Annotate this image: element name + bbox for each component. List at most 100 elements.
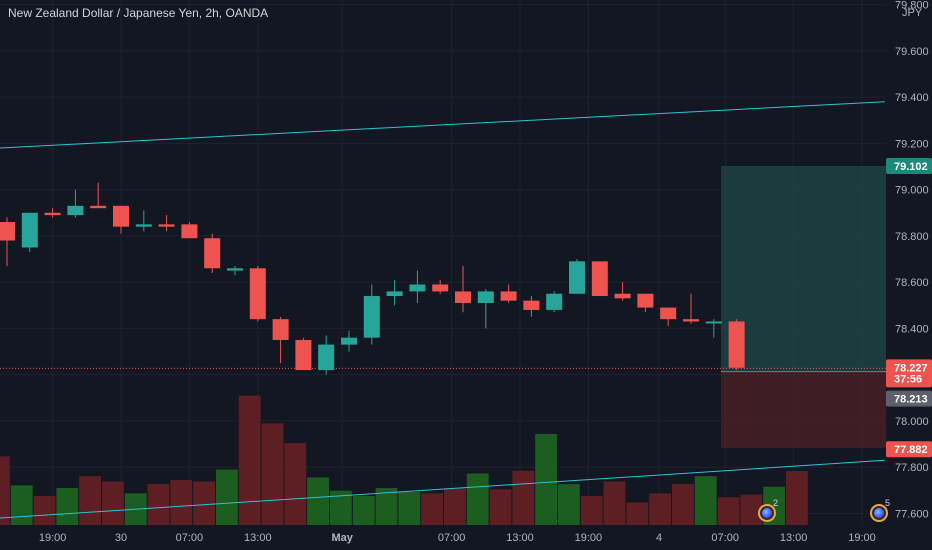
- candle-body: [386, 291, 403, 297]
- trendline-2[interactable]: [0, 459, 885, 519]
- time-tick-label: 13:00: [780, 532, 808, 544]
- candle-body: [318, 344, 335, 371]
- candle: [523, 296, 540, 317]
- candle: [683, 293, 699, 324]
- candle: [386, 279, 403, 306]
- volume-bar: [626, 502, 649, 525]
- price-tick-label: 79.800: [895, 0, 929, 12]
- last-price-label-text: 78.227: [894, 362, 928, 374]
- candlesticks: [0, 182, 745, 375]
- price-tick-label: 79.200: [895, 138, 929, 150]
- volume-bar: [352, 495, 375, 525]
- volume-bar: [147, 484, 170, 525]
- volume-bar: [649, 493, 671, 525]
- globe-icon: [762, 508, 772, 518]
- position-zones[interactable]: [0, 166, 886, 449]
- candle: [204, 233, 221, 273]
- candle: [637, 293, 654, 313]
- candle: [341, 330, 357, 352]
- candle: [158, 215, 175, 232]
- candle: [113, 205, 129, 234]
- event-badge-2[interactable]: 5: [870, 498, 890, 522]
- price-tick-label: 79.400: [895, 92, 929, 104]
- candle: [249, 265, 266, 322]
- candle-body: [21, 212, 38, 248]
- candle: [21, 212, 38, 253]
- candle-body: [546, 293, 563, 310]
- stop-loss-price-label-text: 77.882: [894, 444, 928, 456]
- entry-price-label-bg: [886, 390, 932, 407]
- price-tick-label: 78.400: [895, 323, 929, 335]
- candle-body: [500, 291, 517, 301]
- candle-body: [409, 284, 426, 292]
- entry-price-label-text: 78.213: [894, 394, 928, 406]
- stop-zone[interactable]: [721, 371, 886, 449]
- volume-bar: [603, 481, 626, 525]
- time-axis[interactable]: 19:00 30 07:00 13:00 May 07:00 13:00 19:00 4 07:0…: [39, 532, 876, 544]
- stop-loss-price-label: 77.882: [886, 441, 932, 458]
- price-tick-label: 78.000: [895, 416, 929, 428]
- candle: [477, 289, 494, 329]
- time-tick-label: May: [331, 532, 353, 544]
- candle: [569, 259, 585, 294]
- candle-body: [158, 224, 175, 227]
- candle: [363, 284, 380, 345]
- candle: [432, 279, 449, 294]
- volume-bar: [580, 495, 603, 525]
- candle-body: [67, 205, 84, 216]
- candle: [272, 316, 289, 364]
- price-tick-label: 78.600: [895, 277, 929, 289]
- badge-count: 2: [773, 498, 779, 508]
- candle: [409, 270, 426, 303]
- currency-label: JPY: [902, 7, 923, 19]
- candle-body: [363, 296, 380, 338]
- volume-bar: [740, 494, 763, 525]
- volume-bar: [421, 493, 443, 525]
- stop-loss-price-label-bg: [886, 441, 932, 458]
- volume-bar: [56, 488, 79, 525]
- candle: [546, 291, 563, 313]
- candle: [318, 335, 335, 375]
- price-tick-label: 78.800: [895, 231, 929, 243]
- candle: [44, 208, 61, 218]
- trendlines[interactable]: [0, 101, 885, 519]
- take-profit-price-label: 79.102: [886, 158, 932, 175]
- candle: [181, 222, 198, 239]
- candle: [295, 337, 312, 371]
- volume-bar: [489, 489, 512, 525]
- candle-body: [272, 319, 289, 340]
- price-tick-label: 77.800: [895, 462, 929, 474]
- volume-bar: [79, 476, 101, 525]
- volume-bar: [466, 473, 489, 525]
- trendline-1[interactable]: [0, 101, 885, 149]
- time-tick-label: 30: [115, 532, 127, 544]
- candle: [0, 217, 15, 266]
- volume-bar: [10, 485, 33, 525]
- candle-body: [249, 268, 266, 320]
- time-tick-label: 19:00: [39, 532, 67, 544]
- candle-body: [455, 291, 471, 303]
- volume-bar: [558, 484, 580, 525]
- candle-body: [432, 284, 449, 292]
- candle-body: [660, 307, 677, 320]
- volume-bar: [261, 423, 284, 525]
- event-badge-1[interactable]: 2: [758, 498, 778, 522]
- last-price-label-bg: [886, 359, 932, 388]
- volume-bar: [307, 477, 329, 525]
- candle-body: [135, 224, 152, 227]
- entry-price-label: 78.213: [886, 390, 932, 407]
- target-zone[interactable]: [721, 166, 886, 372]
- candle: [728, 319, 745, 371]
- volume-bar: [193, 481, 215, 525]
- candle-body: [477, 291, 494, 303]
- candle-body: [614, 293, 631, 299]
- price-tick-label: 79.000: [895, 185, 929, 197]
- candle: [135, 210, 152, 232]
- time-tick-label: 13:00: [244, 532, 272, 544]
- volume-bar: [0, 456, 10, 525]
- candle-body: [204, 238, 221, 269]
- price-axis[interactable]: 79.800 79.600 79.400 79.200 79.000 78.800 78.6…: [895, 0, 929, 520]
- candle-body: [341, 337, 357, 345]
